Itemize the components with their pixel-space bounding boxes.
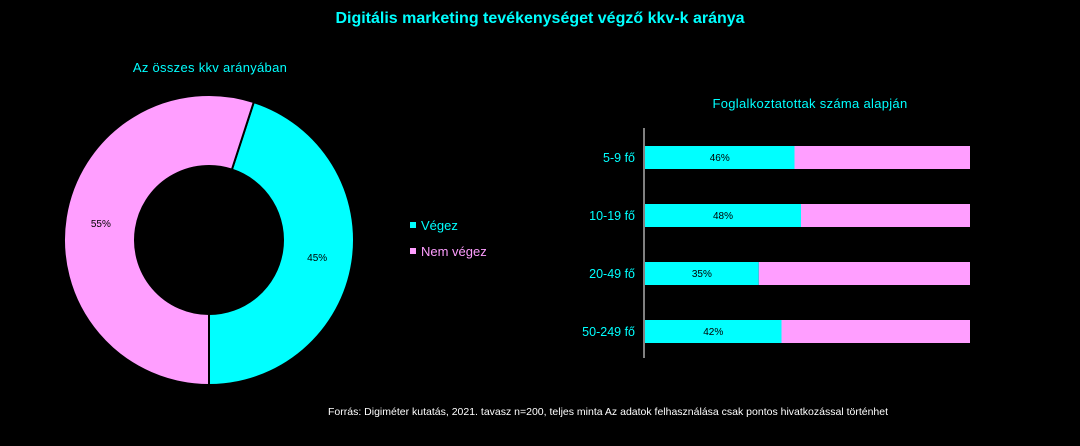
legend-item-nem-vegez: Nem végez: [410, 238, 487, 264]
bar-segment-nem-vegez: [781, 320, 970, 343]
category-label: 20-49 fő: [589, 267, 635, 281]
bar-chart: 46% 5-9 fő 48% 10-19 fő 35% 20-49 fő 42% 50-249…: [582, 128, 970, 358]
donut-slice-vegez: [208, 100, 355, 387]
legend: Végez Nem végez: [410, 212, 487, 264]
legend-swatch-nem-vegez: [410, 248, 416, 254]
legend-label-vegez: Végez: [421, 217, 458, 233]
bar-segment-vegez: [645, 320, 782, 343]
donut-slice-nem-vegez: [63, 94, 256, 387]
category-label: 5-9 fő: [603, 151, 635, 165]
legend-item-vegez: Végez: [410, 212, 487, 238]
bar-segment-vegez: [645, 146, 795, 169]
donut-data-label: 45%: [307, 253, 327, 264]
bar-segment-nem-vegez: [758, 262, 970, 285]
legend-label-nem-vegez: Nem végez: [421, 243, 487, 259]
donut-data-label: 55%: [91, 219, 111, 230]
bar-data-label: 42%: [703, 327, 723, 338]
bar-data-label: 48%: [713, 211, 733, 222]
source-note: Forrás: Digiméter kutatás, 2021. tavasz …: [328, 406, 889, 418]
bar-segment-vegez: [645, 262, 759, 285]
bar-segment-vegez: [645, 204, 801, 227]
bar-segment-nem-vegez: [801, 204, 970, 227]
category-label: 10-19 fő: [589, 209, 635, 223]
bar-segment-nem-vegez: [794, 146, 970, 169]
bar-data-label: 35%: [692, 269, 712, 280]
bar-data-label: 46%: [710, 153, 730, 164]
chart-title: Digitális marketing tevékenységet végző …: [335, 10, 745, 27]
bar-subtitle: Foglalkoztatottak száma alapján: [712, 96, 908, 111]
legend-swatch-vegez: [410, 222, 416, 228]
donut-chart: 45% 55%: [63, 94, 355, 387]
category-label: 50-249 fő: [582, 325, 635, 339]
donut-subtitle: Az összes kkv arányában: [132, 60, 288, 75]
